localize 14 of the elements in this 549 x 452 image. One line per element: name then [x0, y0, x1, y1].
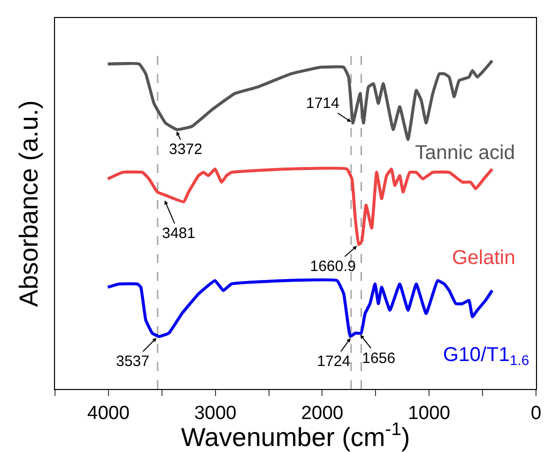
series-label: G10/T1$_{1.6}$	[443, 344, 530, 368]
annotation: 1714	[306, 95, 340, 112]
x-tick-label: 0	[530, 402, 542, 424]
series-label: Tannic acid	[415, 142, 516, 164]
y-axis-title: Absorbance (a.u.)	[13, 100, 44, 307]
annotation: 3537	[116, 353, 150, 370]
x-tick-label: 1000	[408, 402, 450, 424]
annotation: 3481	[162, 225, 196, 242]
annotation: 1724	[317, 353, 350, 370]
annotation: 1660.9	[310, 258, 356, 275]
annotation: 3372	[169, 141, 202, 158]
annotation: 1656	[362, 350, 396, 367]
text: Gelatin	[452, 247, 516, 269]
x-tick-label: 4000	[87, 402, 130, 424]
